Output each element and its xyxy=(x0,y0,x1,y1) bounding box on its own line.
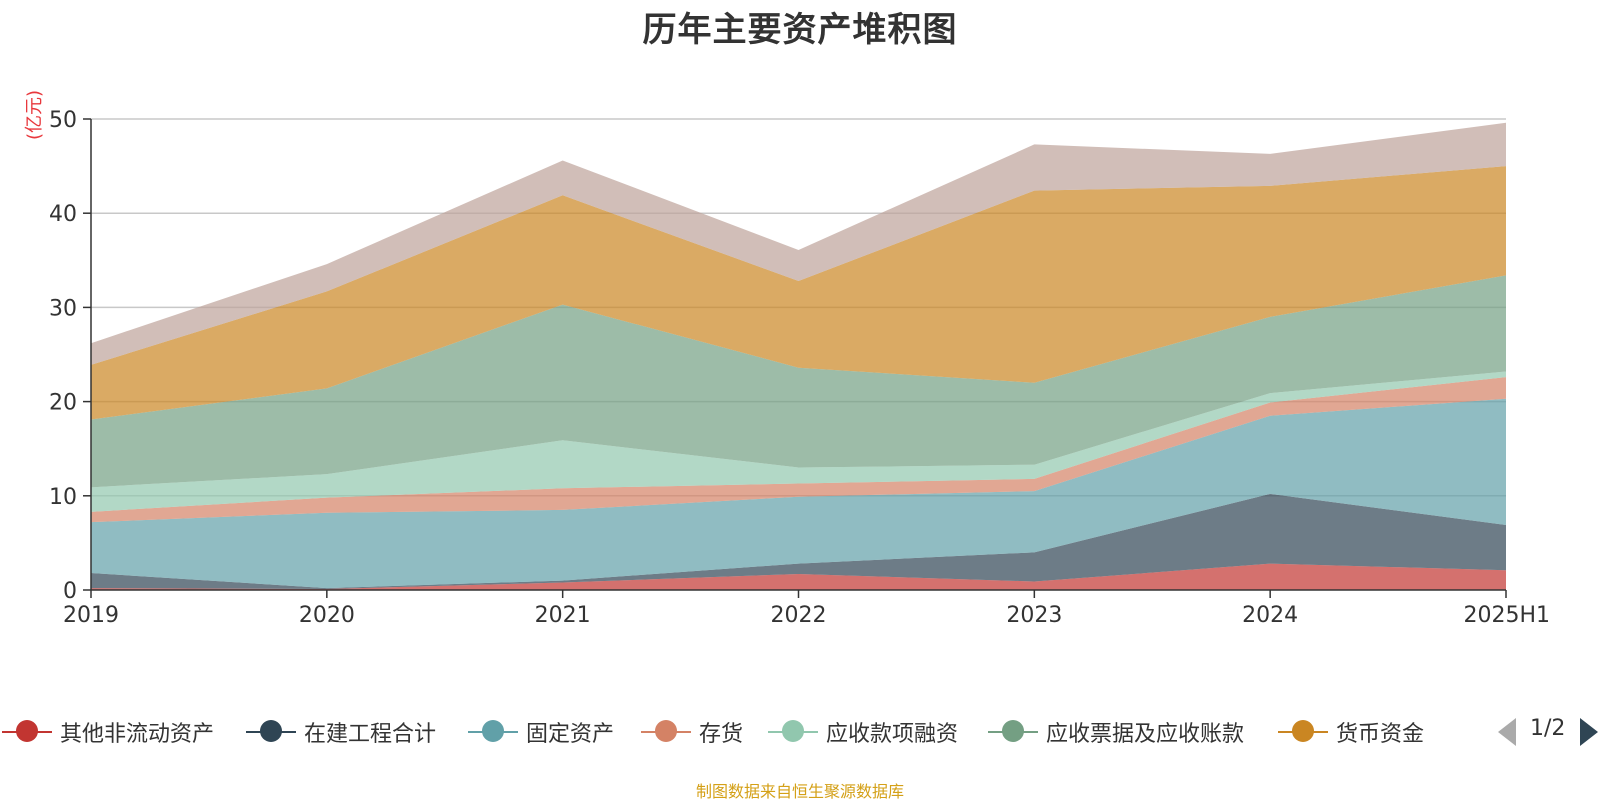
legend-next-page-icon[interactable] xyxy=(1580,718,1598,746)
chart-title: 历年主要资产堆积图 xyxy=(642,10,958,50)
legend-label: 存货 xyxy=(699,722,744,747)
area-series-0 xyxy=(91,563,1506,590)
legend-label: 其他非流动资产 xyxy=(60,722,215,747)
legend-label: 固定资产 xyxy=(526,722,615,747)
legend-page-indicator: 1/2 xyxy=(1530,716,1566,741)
y-tick-label: 0 xyxy=(63,579,77,604)
data-source-note: 制图数据来自恒生聚源数据库 xyxy=(695,782,904,801)
legend-label: 应收款项融资 xyxy=(826,722,959,747)
x-tick-label: 2021 xyxy=(535,603,591,628)
area-series-5 xyxy=(91,275,1506,488)
area-series-2 xyxy=(91,398,1506,589)
x-tick-label: 2019 xyxy=(63,603,119,628)
area-series-4 xyxy=(91,371,1506,512)
y-tick-label: 20 xyxy=(49,391,77,416)
y-tick-label: 50 xyxy=(49,108,77,133)
legend-label: 在建工程合计 xyxy=(304,722,437,747)
area-series-1 xyxy=(91,493,1506,590)
x-tick-label: 2022 xyxy=(771,603,827,628)
area-series-6 xyxy=(91,166,1506,420)
legend-prev-page-icon[interactable] xyxy=(1498,718,1516,746)
legend-marker-icon xyxy=(1292,720,1314,742)
legend-marker-icon xyxy=(655,720,677,742)
legend-marker-icon xyxy=(16,720,38,742)
legend-marker-icon xyxy=(260,720,282,742)
y-tick-label: 10 xyxy=(49,485,77,510)
y-tick-label: 30 xyxy=(49,296,77,321)
area-series xyxy=(91,122,1506,590)
area-series-7 xyxy=(91,122,1506,365)
x-tick-label: 2023 xyxy=(1006,603,1062,628)
legend-label: 货币资金 xyxy=(1336,722,1425,747)
area-series-3 xyxy=(91,377,1506,523)
x-tick-label: 2020 xyxy=(299,603,355,628)
legend: 其他非流动资产 在建工程合计 固定资产 存货 应收款项融资 应收票据及应收账款 货币资金 xyxy=(0,714,1600,748)
legend-marker-icon xyxy=(782,720,804,742)
y-tick-label: 40 xyxy=(49,202,77,227)
x-tick-label: 2024 xyxy=(1242,603,1298,628)
x-tick-label: 2025H1 xyxy=(1463,603,1550,628)
legend-label: 应收票据及应收账款 xyxy=(1046,722,1245,747)
axes: 0 10 20 30 40 50 2019 2020 2021 2022 2023 2024 2025H… xyxy=(49,108,1550,628)
stacked-area-chart: 0 10 20 30 40 50 2019 2020 2021 2022 2023 2024 2025H… xyxy=(49,108,1550,628)
legend-marker-icon xyxy=(482,720,504,742)
legend-marker-icon xyxy=(1002,720,1024,742)
